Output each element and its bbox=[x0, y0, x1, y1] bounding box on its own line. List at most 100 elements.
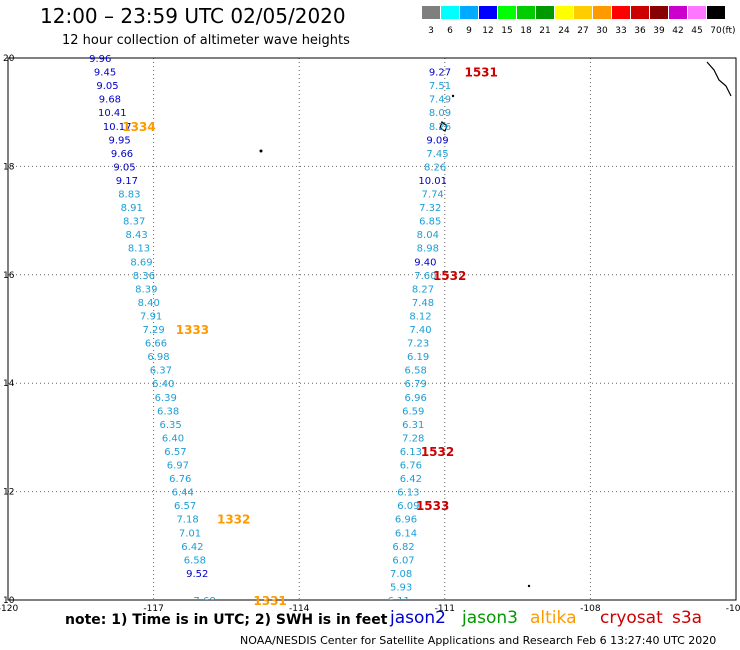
lat-tick-label: 12 bbox=[3, 488, 14, 498]
wave-height-value: 6.58 bbox=[184, 555, 206, 566]
legend-bin-label: 18 bbox=[520, 26, 532, 36]
legend-bin-label: 9 bbox=[466, 26, 472, 36]
legend-bin-label: 27 bbox=[577, 26, 588, 36]
wave-height-value: 7.49 bbox=[429, 95, 451, 106]
lon-tick-label: -114 bbox=[289, 604, 310, 614]
wave-height-value: 6.11 bbox=[388, 596, 410, 607]
legend-bin-label: 15 bbox=[501, 26, 512, 36]
wave-height-value: 9.45 bbox=[94, 68, 116, 79]
wave-height-value: 6.98 bbox=[147, 352, 169, 363]
pass-time-label: 1532 bbox=[433, 269, 466, 283]
legend-jason3: jason3 bbox=[462, 608, 518, 628]
lon-tick-label: -108 bbox=[580, 604, 601, 614]
wave-height-value: 7.29 bbox=[142, 325, 164, 336]
lat-tick-label: 14 bbox=[3, 379, 15, 389]
legend-unit: (ft) bbox=[722, 26, 736, 36]
wave-height-value: 10.01 bbox=[418, 176, 447, 187]
wave-height-value: 6.14 bbox=[395, 528, 417, 539]
wave-height-value: 8.69 bbox=[130, 257, 152, 268]
wave-height-value: 9.68 bbox=[99, 95, 121, 106]
wave-height-value: 8.26 bbox=[424, 162, 446, 173]
wave-height-value: 7.32 bbox=[419, 203, 441, 214]
wave-height-value: 6.76 bbox=[400, 461, 422, 472]
legend-swatch bbox=[612, 6, 630, 19]
legend-swatch bbox=[422, 6, 440, 19]
legend-bin-label: 39 bbox=[653, 26, 665, 36]
pass-time-label: 1531 bbox=[464, 66, 497, 80]
wave-height-value: 6.42 bbox=[181, 542, 203, 553]
island-dot bbox=[451, 94, 455, 98]
lon-tick-label: -105 bbox=[726, 604, 740, 614]
east-track: 9.27 7.51 7.49 8.09 8.26 9.09 7.45 8.26 10.01 7.7… bbox=[388, 68, 452, 607]
wave-height-value: 6.40 bbox=[152, 379, 174, 390]
pass-time-label: 1532 bbox=[421, 445, 454, 459]
legend-swatch bbox=[536, 6, 554, 19]
color-legend: 3 6 9 12 15 18 21 24 27 30 33 36 39 42 45 70 (ft) bbox=[422, 6, 736, 36]
wave-height-value: 8.43 bbox=[125, 230, 147, 241]
wave-height-value: 9.27 bbox=[429, 68, 451, 79]
wave-height-value: 6.37 bbox=[150, 366, 172, 377]
wave-height-value: 9.95 bbox=[108, 135, 130, 146]
wave-height-value: 9.96 bbox=[89, 54, 111, 65]
lat-tick-label: 20 bbox=[3, 54, 15, 64]
wave-height-value: 6.07 bbox=[392, 555, 414, 566]
wave-height-value: 10.41 bbox=[98, 108, 127, 119]
legend-swatch bbox=[441, 6, 459, 19]
legend-bin-label: 45 bbox=[691, 26, 702, 36]
legend-swatch bbox=[669, 6, 687, 19]
legend-swatch bbox=[498, 6, 516, 19]
wave-height-value: 8.40 bbox=[138, 298, 160, 309]
page-title: 12:00 – 23:59 UTC 02/05/2020 bbox=[40, 4, 346, 28]
legend-swatch bbox=[479, 6, 497, 19]
wave-height-value: 9.09 bbox=[426, 135, 448, 146]
wave-height-value: 9.05 bbox=[113, 162, 135, 173]
lat-tick-label: 10 bbox=[3, 596, 15, 606]
wave-height-value: 6.44 bbox=[172, 488, 194, 499]
wave-height-value: 7.74 bbox=[422, 190, 444, 201]
wave-height-value: 6.09 bbox=[397, 501, 419, 512]
wave-height-value: 6.85 bbox=[419, 217, 441, 228]
legend-bin-label: 33 bbox=[615, 26, 626, 36]
mainland-coast bbox=[706, 61, 732, 97]
pass-time-label: 1334 bbox=[122, 120, 155, 134]
wave-height-value: 6.57 bbox=[164, 447, 186, 458]
footer-note: note: 1) Time is in UTC; 2) SWH is in fe… bbox=[65, 612, 388, 628]
legend-cryosat: cryosat bbox=[600, 608, 663, 628]
wave-height-value: 8.26 bbox=[429, 122, 451, 133]
lon-tick-label: -111 bbox=[435, 604, 455, 614]
legend-bin-label: 6 bbox=[447, 26, 453, 36]
legend-bin-label: 70 bbox=[710, 26, 722, 36]
map-frame bbox=[7, 57, 737, 601]
coastline bbox=[259, 61, 732, 588]
wave-height-value: 6.35 bbox=[159, 420, 181, 431]
wave-height-value: 8.91 bbox=[121, 203, 143, 214]
legend-bin-label: 3 bbox=[428, 26, 434, 36]
footer-credit: NOAA/NESDIS Center for Satellite Applica… bbox=[240, 634, 717, 647]
wave-height-value: 8.39 bbox=[135, 284, 157, 295]
legend-altika: altika bbox=[530, 608, 577, 628]
wave-height-value: 7.18 bbox=[176, 515, 198, 526]
wave-height-value: 7.08 bbox=[390, 569, 412, 580]
legend-swatch bbox=[517, 6, 535, 19]
wave-height-value: 6.42 bbox=[400, 474, 422, 485]
wave-height-value: 6.13 bbox=[400, 447, 422, 458]
wave-height-value: 7.60 bbox=[414, 271, 436, 282]
legend-bin-label: 36 bbox=[634, 26, 646, 36]
legend-bin-label: 21 bbox=[539, 26, 550, 36]
wave-height-value: 8.12 bbox=[409, 311, 431, 322]
wave-height-value: 6.59 bbox=[402, 406, 424, 417]
wave-height-value: 8.36 bbox=[133, 271, 155, 282]
wave-height-value: 6.39 bbox=[155, 393, 177, 404]
wave-height-value: 9.66 bbox=[111, 149, 133, 160]
wave-height-value: 6.97 bbox=[167, 461, 189, 472]
wave-height-value: 6.66 bbox=[145, 339, 167, 350]
pass-time-label: 1331 bbox=[253, 594, 286, 608]
island-outline bbox=[439, 120, 448, 132]
wave-height-value: 6.57 bbox=[174, 501, 196, 512]
wave-height-value: 9.52 bbox=[186, 569, 208, 580]
wave-height-value: 7.51 bbox=[429, 81, 451, 92]
wave-height-value: 6.31 bbox=[402, 420, 424, 431]
lat-tick-label: 18 bbox=[3, 162, 15, 172]
